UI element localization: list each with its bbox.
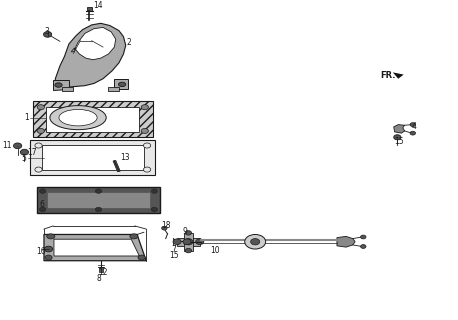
Ellipse shape	[44, 32, 52, 37]
Text: 15: 15	[394, 137, 403, 146]
Text: 6: 6	[39, 200, 44, 209]
Polygon shape	[393, 72, 403, 79]
Text: 8: 8	[96, 274, 101, 283]
Polygon shape	[87, 7, 92, 11]
Bar	[177, 238, 200, 245]
Ellipse shape	[394, 135, 401, 140]
Text: 2: 2	[127, 38, 131, 47]
Ellipse shape	[35, 167, 42, 172]
Ellipse shape	[44, 246, 53, 252]
Ellipse shape	[130, 234, 138, 239]
Ellipse shape	[59, 109, 97, 126]
Polygon shape	[114, 79, 128, 89]
Polygon shape	[99, 267, 103, 272]
Ellipse shape	[184, 239, 193, 245]
Ellipse shape	[14, 143, 22, 149]
Ellipse shape	[39, 207, 46, 212]
Text: 7: 7	[171, 244, 176, 253]
Text: 15: 15	[169, 252, 179, 260]
Ellipse shape	[47, 234, 55, 239]
Ellipse shape	[141, 105, 148, 110]
Bar	[42, 145, 144, 170]
Text: 12: 12	[98, 268, 108, 277]
Text: 13: 13	[120, 153, 130, 162]
Text: 3: 3	[45, 27, 50, 36]
Ellipse shape	[245, 235, 266, 249]
Ellipse shape	[410, 123, 415, 126]
Text: 5: 5	[21, 154, 26, 163]
Ellipse shape	[162, 226, 167, 230]
Polygon shape	[108, 87, 119, 92]
Text: 4: 4	[412, 122, 417, 131]
Polygon shape	[337, 236, 355, 247]
Text: 1: 1	[24, 114, 28, 123]
Text: 14: 14	[93, 1, 103, 10]
Polygon shape	[113, 160, 120, 172]
Ellipse shape	[185, 248, 191, 253]
Text: 11: 11	[3, 141, 12, 150]
Text: 10: 10	[210, 246, 219, 255]
Ellipse shape	[151, 207, 158, 212]
Ellipse shape	[185, 231, 191, 235]
Ellipse shape	[410, 131, 415, 135]
Polygon shape	[54, 239, 139, 256]
Ellipse shape	[95, 189, 102, 193]
Ellipse shape	[55, 83, 62, 87]
Polygon shape	[71, 28, 116, 60]
Ellipse shape	[141, 128, 148, 133]
Ellipse shape	[50, 106, 106, 130]
Polygon shape	[62, 87, 73, 92]
Text: 9: 9	[182, 227, 187, 236]
Text: 18: 18	[161, 221, 171, 230]
Bar	[47, 192, 150, 208]
Ellipse shape	[37, 128, 44, 133]
Bar	[33, 101, 153, 137]
Text: FR.: FR.	[380, 71, 396, 80]
Ellipse shape	[360, 244, 366, 248]
Polygon shape	[394, 124, 404, 133]
Ellipse shape	[35, 143, 42, 148]
Ellipse shape	[183, 239, 191, 244]
Ellipse shape	[143, 167, 151, 172]
Ellipse shape	[173, 239, 181, 244]
Bar	[37, 187, 160, 213]
Ellipse shape	[39, 189, 46, 193]
Polygon shape	[55, 23, 126, 88]
Text: 16: 16	[36, 247, 45, 256]
Ellipse shape	[45, 255, 52, 260]
Ellipse shape	[143, 143, 151, 148]
Ellipse shape	[196, 239, 204, 244]
Polygon shape	[44, 235, 146, 261]
Ellipse shape	[95, 207, 102, 212]
Ellipse shape	[151, 189, 158, 193]
Polygon shape	[53, 80, 69, 90]
Text: 17: 17	[27, 148, 36, 157]
Ellipse shape	[251, 239, 260, 245]
Ellipse shape	[360, 235, 366, 239]
Ellipse shape	[119, 82, 126, 87]
Ellipse shape	[20, 149, 28, 155]
Bar	[30, 140, 155, 175]
Bar	[184, 233, 192, 251]
Ellipse shape	[138, 255, 145, 260]
Bar	[46, 107, 139, 132]
Ellipse shape	[37, 105, 44, 110]
